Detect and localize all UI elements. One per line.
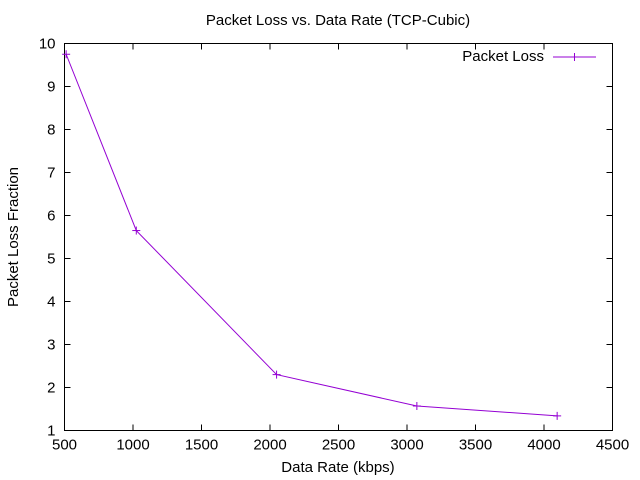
y-tick-label: 10 [39, 36, 56, 53]
data-point [412, 401, 421, 410]
x-tick-label: 3500 [459, 437, 492, 454]
y-axis-label: Packet Loss Fraction [5, 167, 22, 307]
x-tick-label: 2000 [253, 437, 286, 454]
y-tick-label: 9 [47, 79, 55, 96]
y-tick-label: 8 [47, 122, 55, 139]
data-point [132, 226, 141, 235]
data-point [272, 370, 281, 379]
x-axis-ticks: 500 1000 1500 2000 2500 3000 3500 4000 4500 [52, 43, 629, 454]
y-tick-label: 5 [47, 251, 55, 268]
series-line [65, 54, 558, 417]
series-layer [62, 50, 562, 420]
x-tick-label: 4000 [527, 437, 560, 454]
x-tick-label: 500 [52, 437, 77, 454]
legend-label: Packet Loss [462, 48, 544, 65]
x-tick-label: 3000 [390, 437, 423, 454]
x-tick-label: 2500 [322, 437, 355, 454]
x-tick-label: 4500 [596, 437, 629, 454]
data-point [553, 411, 562, 420]
data-point [62, 50, 71, 59]
plot-frame [64, 43, 613, 431]
y-tick-label: 3 [47, 337, 55, 354]
x-axis-label: Data Rate (kbps) [281, 459, 394, 476]
y-tick-label: 2 [47, 380, 55, 397]
y-tick-label: 4 [47, 294, 55, 311]
y-tick-label: 6 [47, 208, 55, 225]
x-tick-label: 1000 [116, 437, 149, 454]
y-axis-ticks: 1 2 3 4 5 6 7 8 9 10 [39, 36, 613, 440]
y-tick-label: 1 [47, 423, 55, 440]
chart-title: Packet Loss vs. Data Rate (TCP-Cubic) [206, 12, 470, 29]
legend-marker [570, 53, 579, 61]
x-tick-label: 1500 [185, 437, 218, 454]
legend: Packet Loss [462, 48, 596, 65]
y-tick-label: 7 [47, 165, 55, 182]
